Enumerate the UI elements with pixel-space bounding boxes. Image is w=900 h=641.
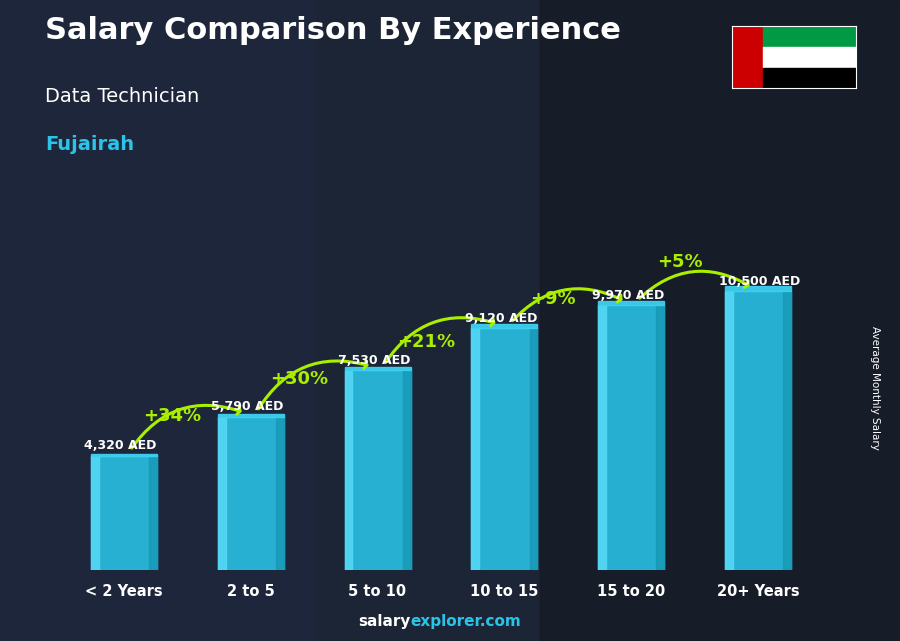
Bar xyxy=(472,328,537,570)
Text: 9,970 AED: 9,970 AED xyxy=(592,289,664,302)
Bar xyxy=(763,26,856,47)
Text: 5,790 AED: 5,790 AED xyxy=(212,400,284,413)
Bar xyxy=(725,291,734,570)
Bar xyxy=(472,328,480,570)
Text: +9%: +9% xyxy=(530,290,575,308)
Bar xyxy=(725,291,791,570)
Bar xyxy=(345,370,353,570)
Text: 7,530 AED: 7,530 AED xyxy=(338,354,410,367)
Bar xyxy=(275,417,284,570)
Bar xyxy=(345,370,410,570)
Bar xyxy=(540,0,900,641)
Bar xyxy=(598,305,607,570)
Bar xyxy=(91,456,99,570)
Text: Data Technician: Data Technician xyxy=(45,87,199,106)
Text: +30%: +30% xyxy=(270,370,328,388)
Bar xyxy=(598,305,664,570)
Bar xyxy=(598,301,664,305)
Bar xyxy=(529,328,537,570)
Bar xyxy=(218,413,284,417)
Bar xyxy=(763,67,856,88)
Text: 4,320 AED: 4,320 AED xyxy=(85,439,157,452)
Bar xyxy=(402,370,410,570)
Text: 9,120 AED: 9,120 AED xyxy=(465,312,537,324)
Bar xyxy=(732,26,763,88)
Bar xyxy=(472,324,537,328)
Text: Average Monthly Salary: Average Monthly Salary xyxy=(869,326,880,450)
Text: Fujairah: Fujairah xyxy=(45,135,134,154)
Bar xyxy=(218,417,284,570)
Bar xyxy=(656,305,664,570)
Text: +34%: +34% xyxy=(143,407,201,425)
Bar xyxy=(783,291,791,570)
Text: +21%: +21% xyxy=(397,333,454,351)
Bar xyxy=(91,454,157,456)
Bar xyxy=(148,456,157,570)
Bar xyxy=(91,456,157,570)
Text: explorer.com: explorer.com xyxy=(410,615,521,629)
Bar xyxy=(725,287,791,291)
Bar xyxy=(763,47,856,67)
Bar xyxy=(345,367,410,370)
Bar xyxy=(0,0,315,641)
Text: +5%: +5% xyxy=(657,253,702,271)
Text: salary: salary xyxy=(358,615,410,629)
Text: Salary Comparison By Experience: Salary Comparison By Experience xyxy=(45,16,621,45)
Text: 10,500 AED: 10,500 AED xyxy=(719,275,800,288)
Bar xyxy=(218,417,226,570)
